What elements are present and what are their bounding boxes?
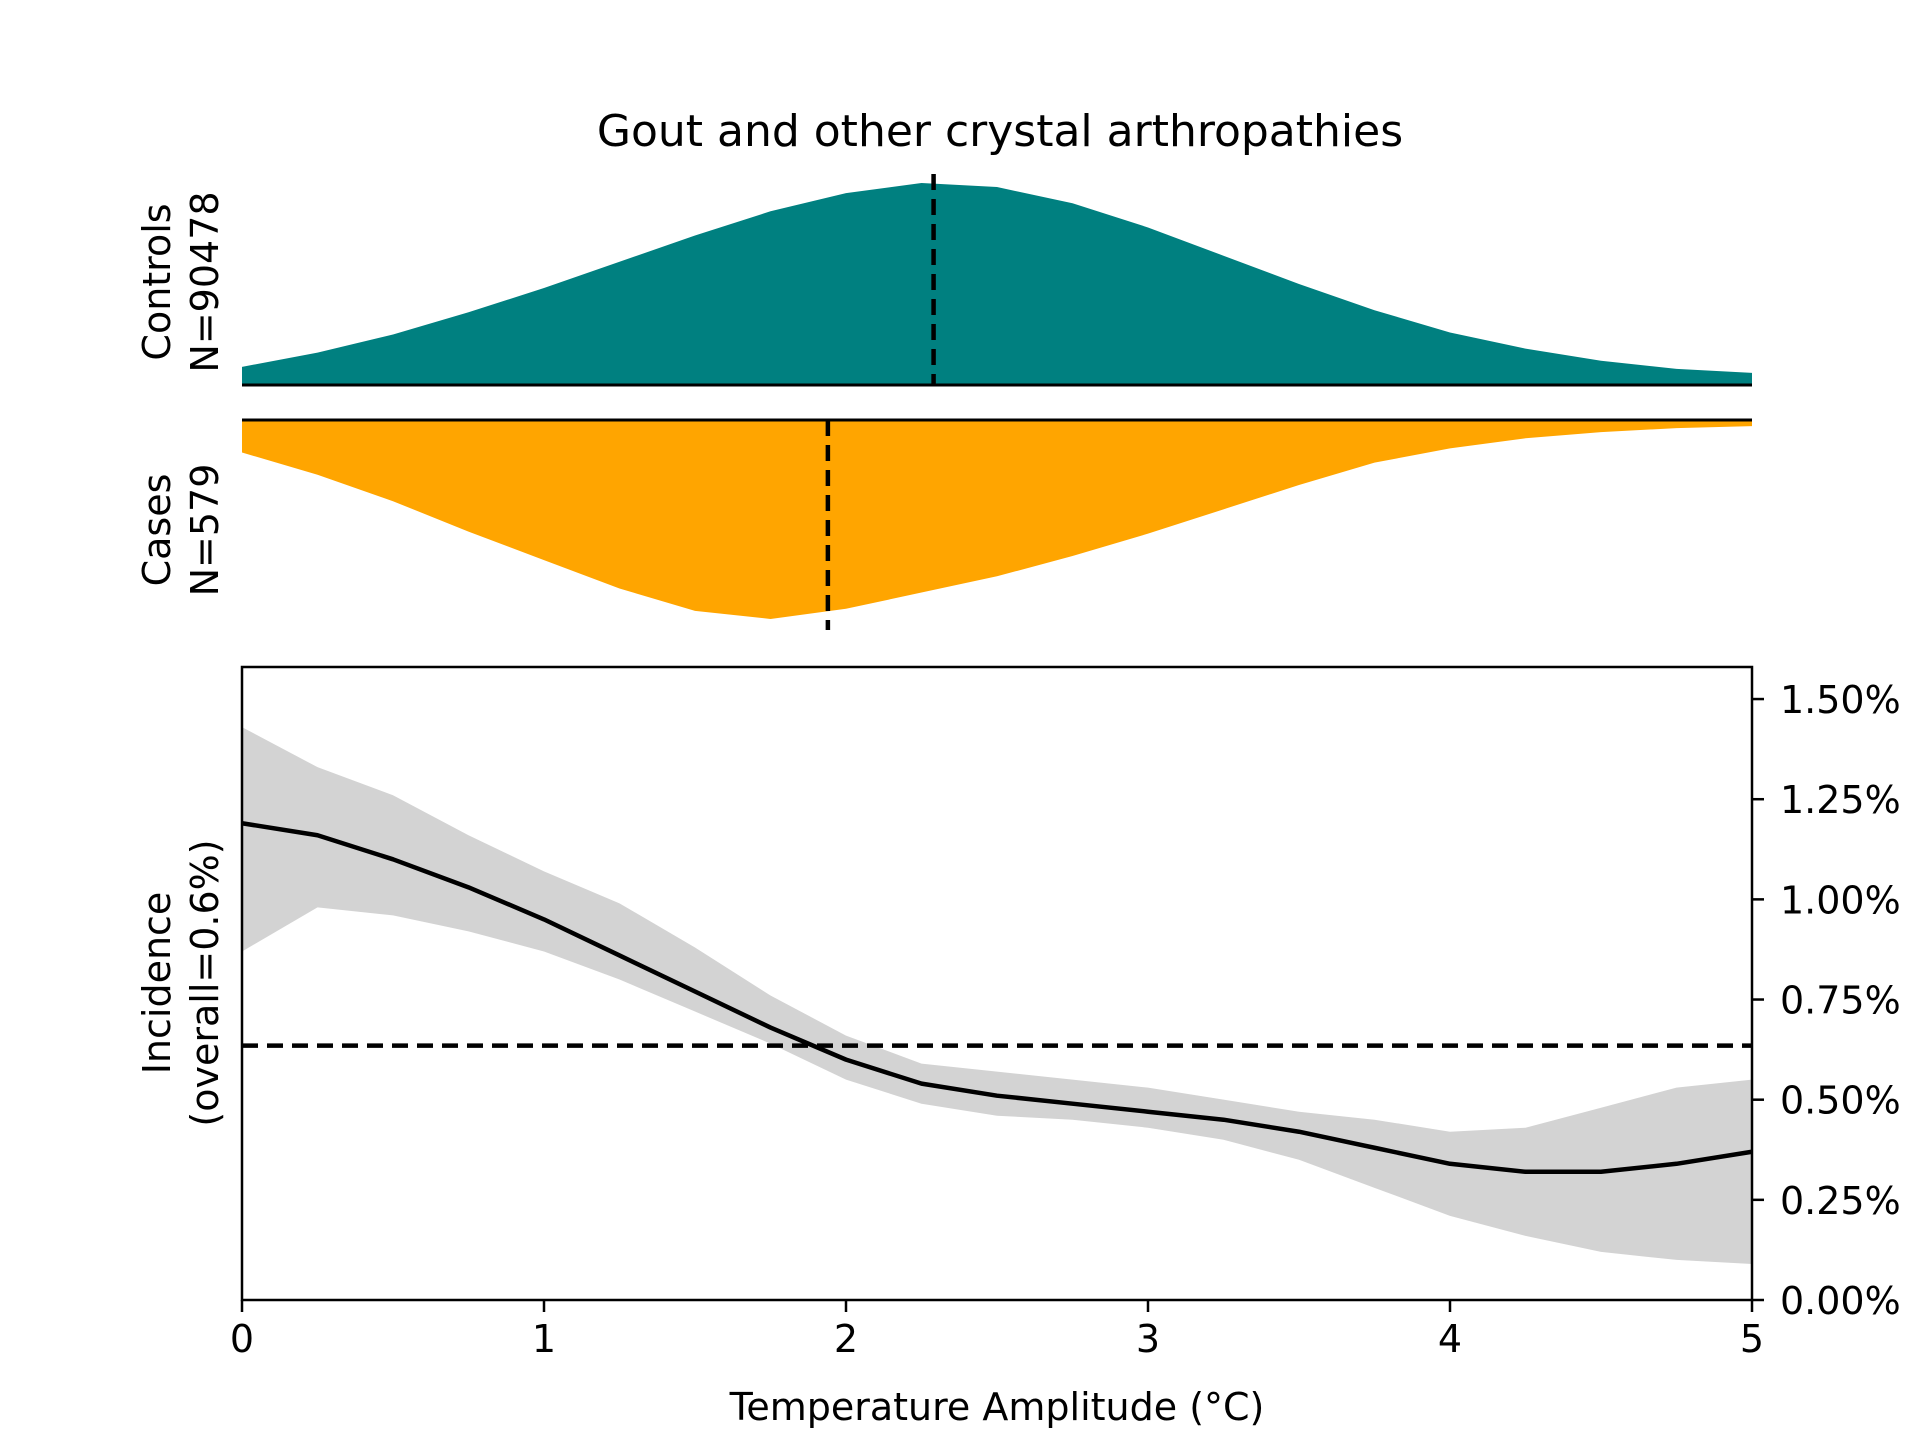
y-axis-label: Incidence — [135, 892, 179, 1075]
x-axis-label: Temperature Amplitude (°C) — [729, 1385, 1265, 1429]
y-tick-label: 0.25% — [1780, 1179, 1901, 1223]
y-tick-label: 1.00% — [1780, 878, 1901, 922]
incidence-plot-frame — [240, 665, 1754, 1302]
y-tick-label: 1.50% — [1780, 678, 1901, 722]
confidence-band — [242, 727, 1752, 1264]
x-tick-label: 0 — [230, 1317, 254, 1361]
cases-label: Cases — [135, 474, 179, 587]
cases-panel: Cases N=579 — [135, 418, 1752, 630]
cases-area-layer — [242, 420, 1752, 619]
y-axis-label-overall: (overall=0.6%) — [183, 839, 227, 1126]
y-tick-label: 0.75% — [1780, 979, 1901, 1023]
incidence-line-layer — [241, 821, 1753, 1175]
incidence-line — [241, 821, 1753, 1175]
controls-count: N=90478 — [183, 191, 227, 372]
x-tick-label: 1 — [532, 1317, 556, 1361]
x-tick-label: 2 — [834, 1317, 858, 1361]
ci-band-layer — [242, 727, 1752, 1264]
y-axis-right: 0.00% 0.25% 0.50% 0.75% 1.00% 1.25% 1.50% — [1752, 678, 1901, 1323]
y-tick-label: 1.25% — [1780, 778, 1901, 822]
x-axis: 0 1 2 3 4 5 — [230, 1300, 1764, 1361]
controls-density-area — [242, 183, 1752, 385]
x-tick-label: 3 — [1136, 1317, 1160, 1361]
cases-count: N=579 — [183, 464, 227, 597]
controls-label: Controls — [135, 203, 179, 360]
y-tick-label: 0.00% — [1780, 1279, 1901, 1323]
x-tick-label: 4 — [1438, 1317, 1462, 1361]
incidence-panel: 0 1 2 3 4 5 0.00% 0.25% 0.50% 0.75% 1.00% 1.25% 1.5… — [135, 665, 1901, 1429]
cases-density-area — [242, 420, 1752, 619]
chart-title: Gout and other crystal arthropathies — [597, 106, 1403, 157]
controls-area-layer — [242, 183, 1752, 385]
y-tick-label: 0.50% — [1780, 1079, 1901, 1123]
controls-panel: Controls N=90478 — [135, 174, 1752, 387]
x-tick-label: 5 — [1740, 1317, 1764, 1361]
